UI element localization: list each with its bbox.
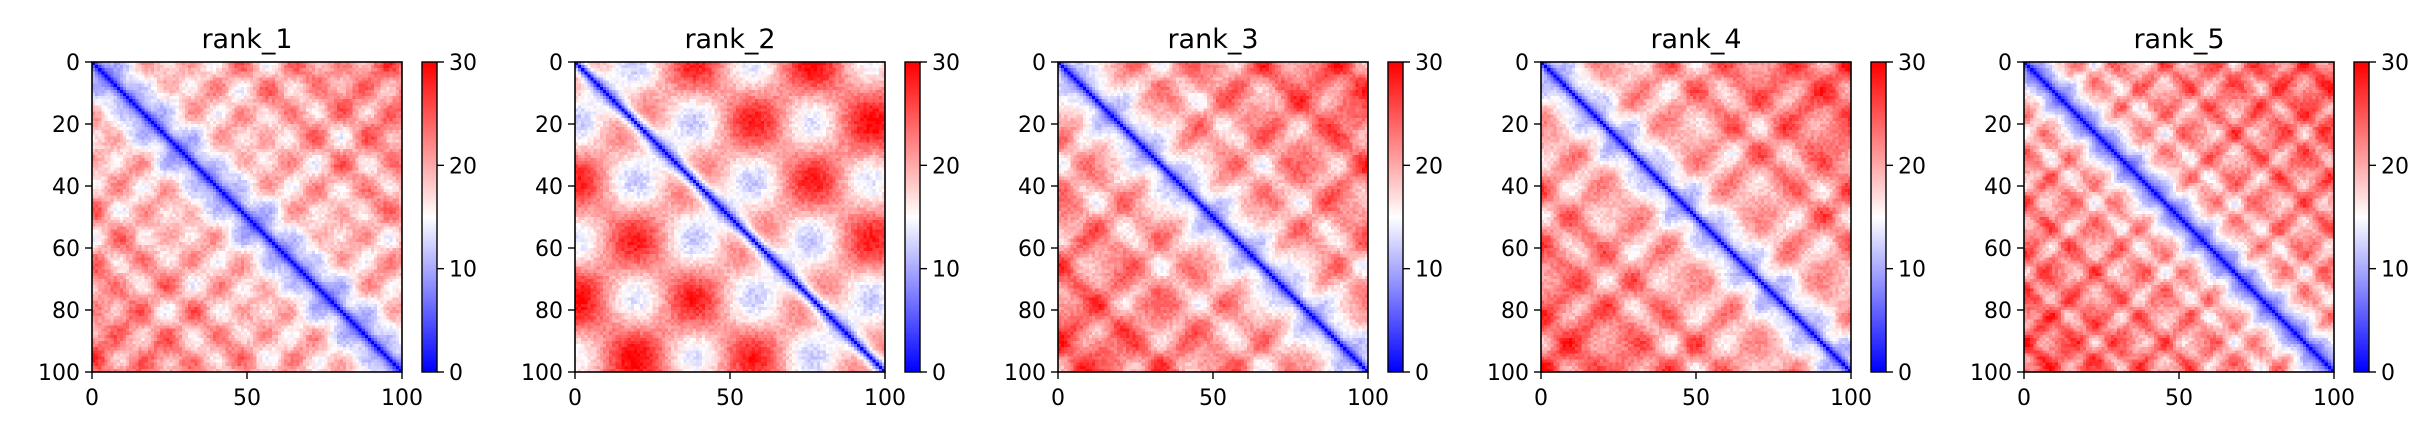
y-tick-label: 0 <box>66 51 80 76</box>
y-tick-label: 100 <box>38 361 80 386</box>
y-tick-label: 40 <box>1984 175 2012 200</box>
x-tick-label: 100 <box>1347 386 1389 411</box>
colorbar-gradient <box>2354 62 2369 372</box>
colorbar-gradient <box>1388 62 1403 372</box>
x-tick-label: 0 <box>1051 386 1065 411</box>
y-tick-label: 20 <box>1984 113 2012 138</box>
y-tick-label: 60 <box>535 237 563 262</box>
x-tick-label: 50 <box>1682 386 1710 411</box>
colorbar-tick-label: 20 <box>1415 154 1443 179</box>
y-tick-label: 20 <box>1501 113 1529 138</box>
colorbar-frame <box>1870 61 1887 373</box>
y-tick-label: 80 <box>1501 299 1529 324</box>
colorbar-tick-label: 30 <box>1898 51 1926 76</box>
colorbar-frame <box>1387 61 1404 373</box>
colorbar-frame <box>421 61 438 373</box>
x-tick-label: 0 <box>1534 386 1548 411</box>
colorbar-tick-label: 0 <box>2381 361 2395 386</box>
colorbar-tick-label: 0 <box>1898 361 1912 386</box>
y-tick-label: 0 <box>1998 51 2012 76</box>
y-tick-label: 60 <box>52 237 80 262</box>
y-tick-label: 80 <box>1018 299 1046 324</box>
panel-title: rank_5 <box>2133 24 2224 55</box>
x-tick-label: 0 <box>85 386 99 411</box>
x-tick-label: 50 <box>1199 386 1227 411</box>
colorbar-tick-label: 10 <box>1415 258 1443 283</box>
panel-title: rank_1 <box>201 24 292 55</box>
heatmap-image <box>1058 62 1368 372</box>
panel-title: rank_3 <box>1167 24 1258 55</box>
colorbar-tick-label: 30 <box>1415 51 1443 76</box>
colorbar-gradient <box>422 62 437 372</box>
y-tick-label: 0 <box>1515 51 1529 76</box>
colorbar-tick-label: 20 <box>1898 154 1926 179</box>
colorbar-tick-label: 30 <box>2381 51 2409 76</box>
y-tick-label: 60 <box>1018 237 1046 262</box>
y-tick-label: 20 <box>52 113 80 138</box>
x-tick-label: 0 <box>2017 386 2031 411</box>
colorbar-tick-label: 20 <box>449 154 477 179</box>
y-tick-label: 80 <box>1984 299 2012 324</box>
y-tick-label: 60 <box>1984 237 2012 262</box>
x-tick-label: 100 <box>864 386 906 411</box>
y-tick-label: 0 <box>1032 51 1046 76</box>
x-tick-label: 100 <box>2313 386 2355 411</box>
y-tick-label: 40 <box>1018 175 1046 200</box>
heatmap-image <box>92 62 402 372</box>
y-tick-label: 100 <box>1487 361 1529 386</box>
y-tick-label: 100 <box>1970 361 2012 386</box>
colorbar-tick-label: 10 <box>2381 258 2409 283</box>
x-tick-label: 100 <box>1830 386 1872 411</box>
x-tick-label: 0 <box>568 386 582 411</box>
panel-title: rank_4 <box>1650 24 1741 55</box>
heatmap-image <box>575 62 885 372</box>
colorbar-tick-label: 20 <box>2381 154 2409 179</box>
x-tick-label: 100 <box>381 386 423 411</box>
y-tick-label: 40 <box>52 175 80 200</box>
y-tick-label: 40 <box>535 175 563 200</box>
x-tick-label: 50 <box>233 386 261 411</box>
colorbar-tick-label: 20 <box>932 154 960 179</box>
y-tick-label: 0 <box>549 51 563 76</box>
heatmap-image <box>1541 62 1851 372</box>
colorbar-gradient <box>905 62 920 372</box>
colorbar-tick-label: 30 <box>932 51 960 76</box>
y-tick-label: 80 <box>52 299 80 324</box>
colorbar-tick-label: 0 <box>1415 361 1429 386</box>
colorbar-frame <box>904 61 921 373</box>
colorbar-tick-label: 10 <box>1898 258 1926 283</box>
y-tick-label: 40 <box>1501 175 1529 200</box>
colorbar-tick-label: 10 <box>449 258 477 283</box>
x-tick-label: 50 <box>716 386 744 411</box>
y-tick-label: 60 <box>1501 237 1529 262</box>
y-tick-label: 100 <box>521 361 563 386</box>
colorbar-tick-label: 0 <box>449 361 463 386</box>
y-tick-label: 100 <box>1004 361 1046 386</box>
panel-title: rank_2 <box>684 24 775 55</box>
colorbar-tick-label: 10 <box>932 258 960 283</box>
x-tick-label: 50 <box>2165 386 2193 411</box>
y-tick-label: 80 <box>535 299 563 324</box>
colorbar-tick-label: 0 <box>932 361 946 386</box>
y-tick-label: 20 <box>535 113 563 138</box>
colorbar-tick-label: 30 <box>449 51 477 76</box>
y-tick-label: 20 <box>1018 113 1046 138</box>
heatmap-image <box>2024 62 2334 372</box>
colorbar-gradient <box>1871 62 1886 372</box>
colorbar-frame <box>2353 61 2370 373</box>
